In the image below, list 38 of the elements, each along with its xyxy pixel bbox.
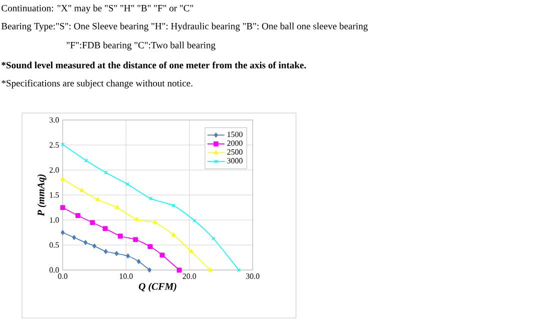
x-axis-title: Q (CFM) [138, 282, 176, 292]
point [118, 234, 123, 238]
point [114, 205, 120, 209]
point [126, 254, 130, 258]
point [60, 230, 65, 235]
point [84, 240, 88, 245]
point [133, 237, 138, 242]
point [171, 232, 176, 236]
point [60, 176, 65, 180]
point [92, 244, 96, 248]
point [102, 226, 108, 231]
text: "F":FDB bearing "C":Two ball bearing [66, 42, 216, 50]
point [80, 188, 84, 192]
point [84, 158, 88, 162]
point [172, 204, 176, 208]
point [212, 236, 216, 240]
text: *Specifications are subject change without notice. [2, 80, 192, 88]
point [148, 268, 152, 272]
point [189, 249, 194, 253]
point [160, 252, 165, 258]
point [148, 244, 153, 249]
point [176, 268, 182, 272]
point [192, 218, 196, 222]
point [104, 249, 108, 254]
point [72, 235, 76, 240]
point [95, 197, 100, 201]
point [152, 220, 158, 224]
text: Continuation: "X" may be "S" "H" "B" "F" or "C" [2, 4, 194, 14]
y-axis-title: P (mmAq) [37, 174, 46, 216]
point [60, 205, 66, 210]
point [134, 217, 139, 221]
point [208, 268, 212, 272]
point [136, 259, 141, 264]
text: Bearing Type:"S": One Sleeve bearing "H": Hydraulic bearing "B": One ball one sleeve bearing [1, 22, 368, 32]
point [114, 251, 118, 256]
text: *Sound level measured at the distance of one meter from the axis of intake. [2, 62, 306, 68]
point [75, 213, 80, 218]
point [90, 220, 95, 225]
